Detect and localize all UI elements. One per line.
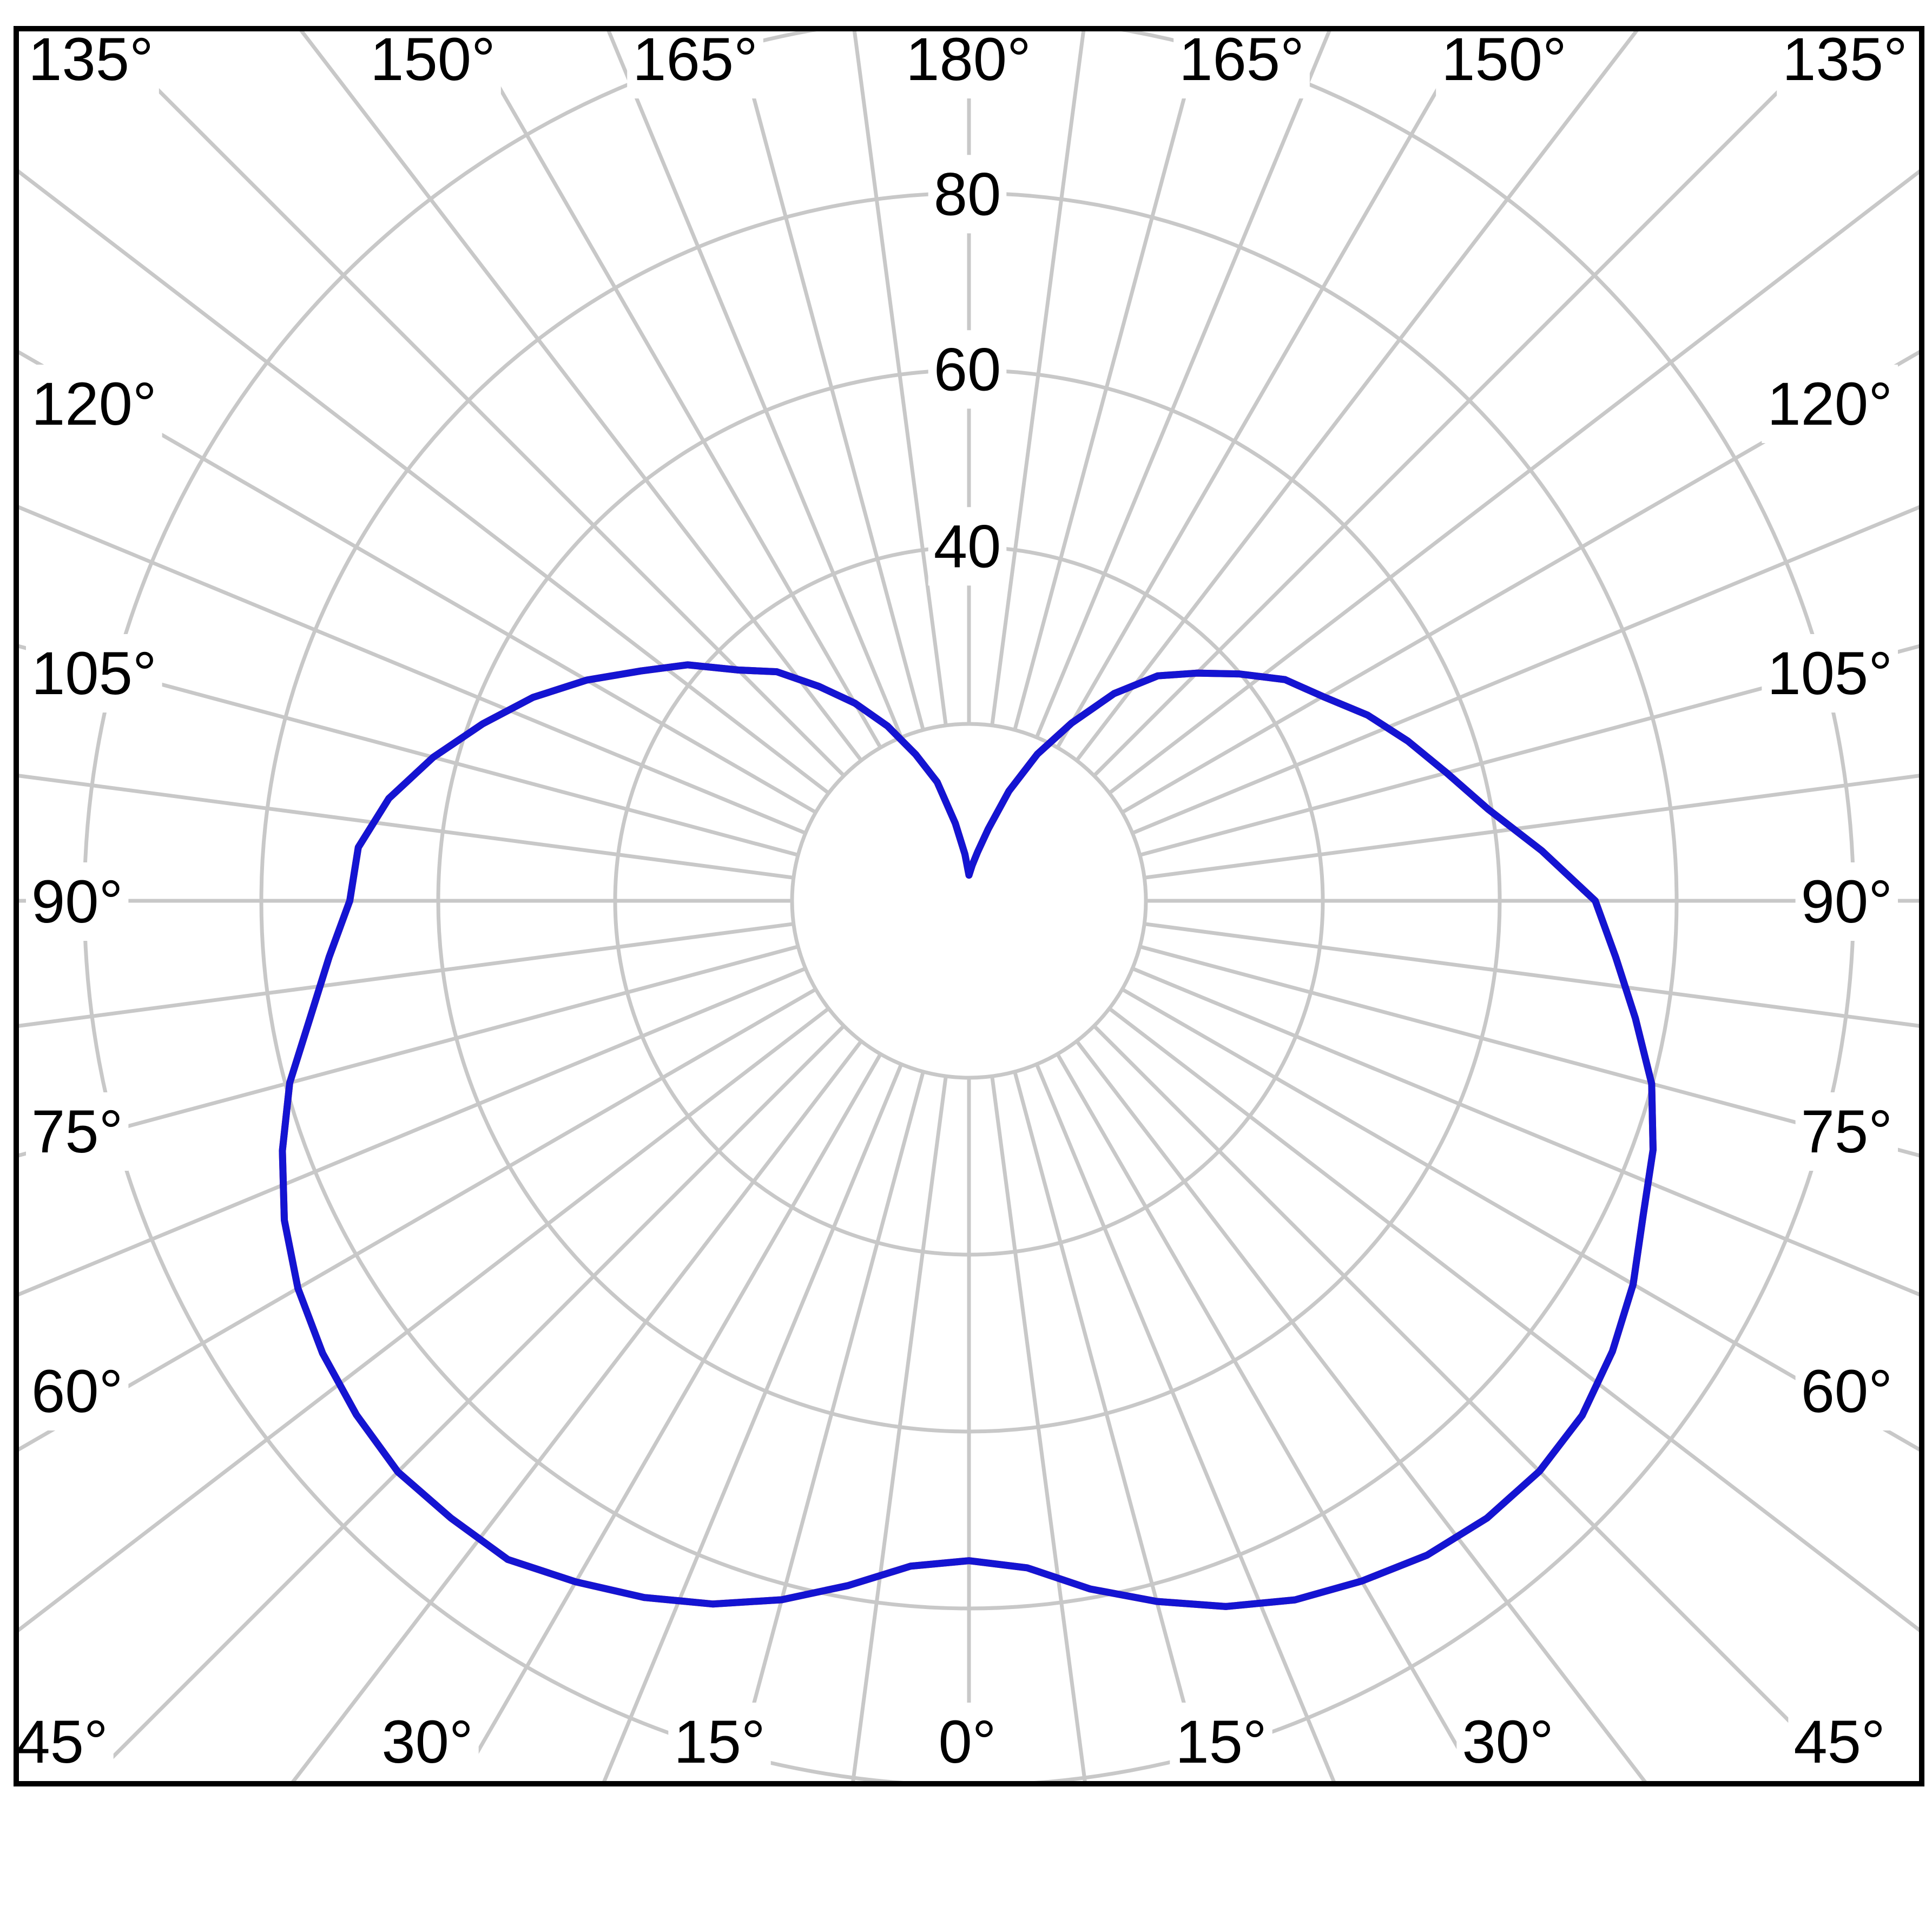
label-background [23,20,159,98]
label-background [1795,862,1898,941]
angle-label-top: 150° [1441,25,1567,93]
label-background [928,330,1007,409]
angle-label-right: 60° [1801,1357,1893,1425]
label-background [1795,1092,1898,1171]
intensity-curves [279,661,1657,1610]
angle-label-top: 135° [28,25,154,93]
angle-label-top: 135° [1782,25,1908,93]
angle-label-top: 165° [1179,25,1304,93]
angle-label-top: 165° [632,25,758,93]
label-background [1762,634,1898,713]
angle-label-right: 90° [1801,868,1893,935]
label-background [928,155,1007,234]
angle-label-bottom: 30° [381,1708,473,1776]
angle-label-bottom: 0° [938,1708,996,1776]
angle-label-left: 60° [31,1357,123,1425]
angle-label-bottom: 45° [16,1708,108,1776]
radial-tick-label: 80 [934,160,1001,228]
label-background [376,1703,479,1781]
footer: cd/klm η = 80% C0 - C180 C90 - C270 [0,1785,1932,1932]
angle-label-bottom: 15° [674,1708,765,1776]
label-background [1788,1703,1891,1781]
angle-label-left: 75° [31,1098,123,1165]
radial-tick-label: 60 [934,335,1001,403]
label-background [1173,20,1310,98]
label-background [1762,365,1898,443]
label-background [1436,20,1572,98]
label-background [928,507,1007,586]
label-background [933,1703,1002,1781]
label-background [1456,1703,1559,1781]
angle-label-right: 105° [1767,639,1893,707]
angle-label-bottom: 15° [1175,1708,1267,1776]
label-background [26,862,129,941]
label-background [26,634,162,713]
label-background [1777,20,1913,98]
angle-label-top: 180° [906,25,1031,93]
label-background [365,20,501,98]
plot-frame [14,26,1924,1786]
label-background [1170,1703,1272,1781]
label-background [900,20,1037,98]
angle-label-bottom: 30° [1462,1708,1553,1776]
label-background [26,1352,129,1430]
angle-label-left: 105° [31,639,157,707]
label-background [26,365,162,443]
angle-label-right: 120° [1767,370,1893,438]
angle-label-left: 120° [31,370,157,438]
curve-C90-C270 [279,661,1657,1610]
radial-tick-label: 40 [934,512,1001,580]
axis-labels: 135° 150° 165° 180° 165° 150° 135° 45° 30° 15° 0° 1… [11,20,1913,1781]
angle-label-left: 90° [31,868,123,935]
angle-label-bottom: 45° [1793,1708,1885,1776]
angle-label-right: 75° [1801,1098,1893,1165]
label-background [627,20,763,98]
angle-label-top: 150° [370,25,496,93]
label-background [1795,1352,1898,1430]
label-background [26,1092,129,1171]
label-background [668,1703,771,1781]
label-background [11,1703,114,1781]
